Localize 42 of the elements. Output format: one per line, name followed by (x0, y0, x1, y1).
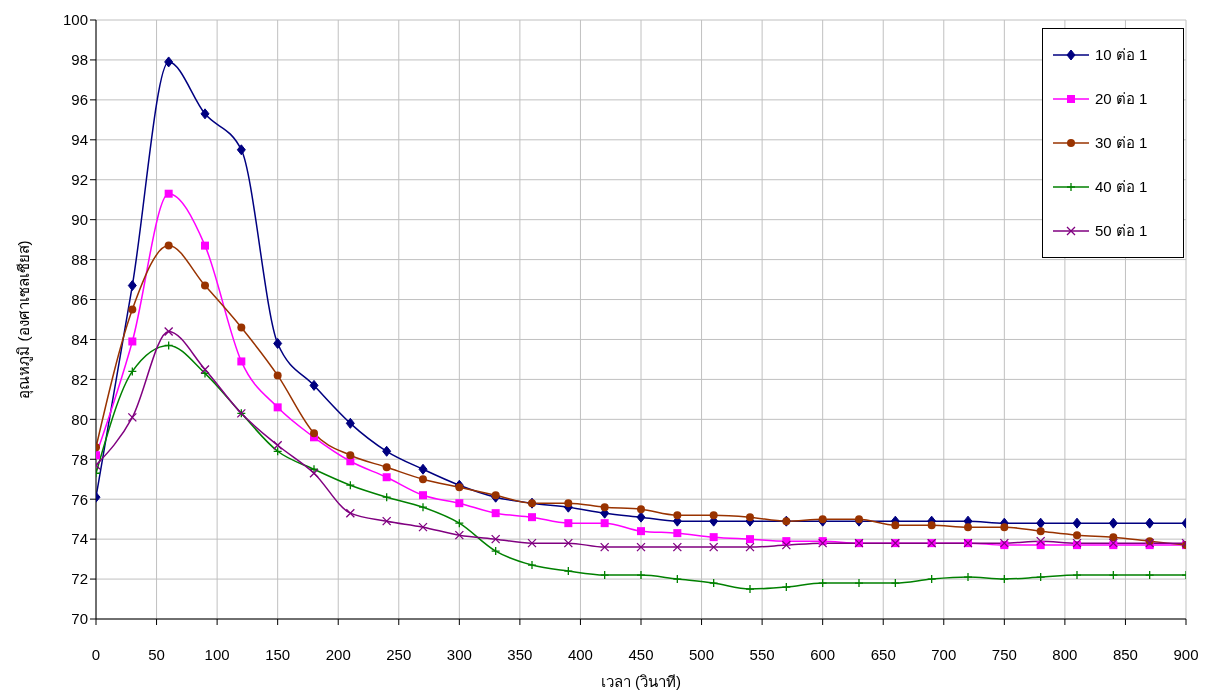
legend-label: 10 ต่อ 1 (1095, 45, 1148, 65)
x-tick-label: 200 (325, 645, 351, 663)
x-tick-label: 100 (204, 645, 230, 663)
x-tick-label: 250 (386, 645, 412, 663)
y-tick-label: 72 (71, 570, 88, 588)
x-tick-label: 450 (628, 645, 654, 663)
y-tick-label: 74 (71, 530, 88, 548)
legend-label: 50 ต่อ 1 (1095, 221, 1148, 241)
y-tick-label: 90 (71, 210, 88, 228)
y-tick-label: 92 (71, 171, 88, 189)
x-tick-label: 350 (507, 645, 533, 663)
y-tick-label: 84 (71, 330, 88, 348)
legend-label: 20 ต่อ 1 (1095, 89, 1148, 109)
y-tick-label: 88 (71, 250, 88, 268)
x-axis-title: เวลา (วินาที) (600, 673, 682, 690)
x-tick-label: 750 (991, 645, 1017, 663)
x-tick-label: 600 (810, 645, 836, 663)
y-axis-title: อุณหภูมิ (องศาเซลเซียส) (15, 240, 35, 399)
y-tick-label: 80 (71, 410, 88, 428)
y-tick-label: 94 (71, 131, 88, 149)
y-tick-label: 100 (62, 11, 88, 29)
y-tick-label: 86 (71, 290, 88, 308)
x-tick-label: 0 (91, 645, 101, 663)
legend-label: 40 ต่อ 1 (1095, 177, 1148, 197)
y-tick-label: 78 (71, 450, 88, 468)
x-tick-label: 800 (1052, 645, 1078, 663)
x-tick-label: 700 (931, 645, 957, 663)
x-tick-label: 500 (689, 645, 715, 663)
x-tick-label: 650 (870, 645, 896, 663)
y-tick-label: 82 (71, 370, 88, 388)
x-tick-label: 400 (567, 645, 593, 663)
x-tick-label: 50 (148, 645, 165, 663)
x-tick-label: 850 (1112, 645, 1138, 663)
legend-label: 30 ต่อ 1 (1095, 133, 1148, 153)
y-tick-label: 76 (71, 490, 88, 508)
x-tick-label: 900 (1173, 645, 1199, 663)
y-tick-label: 96 (71, 91, 88, 109)
y-tick-label: 98 (71, 51, 88, 69)
y-tick-label: 70 (71, 610, 88, 628)
x-tick-label: 300 (446, 645, 472, 663)
x-tick-label: 550 (749, 645, 775, 663)
x-tick-label: 150 (265, 645, 291, 663)
